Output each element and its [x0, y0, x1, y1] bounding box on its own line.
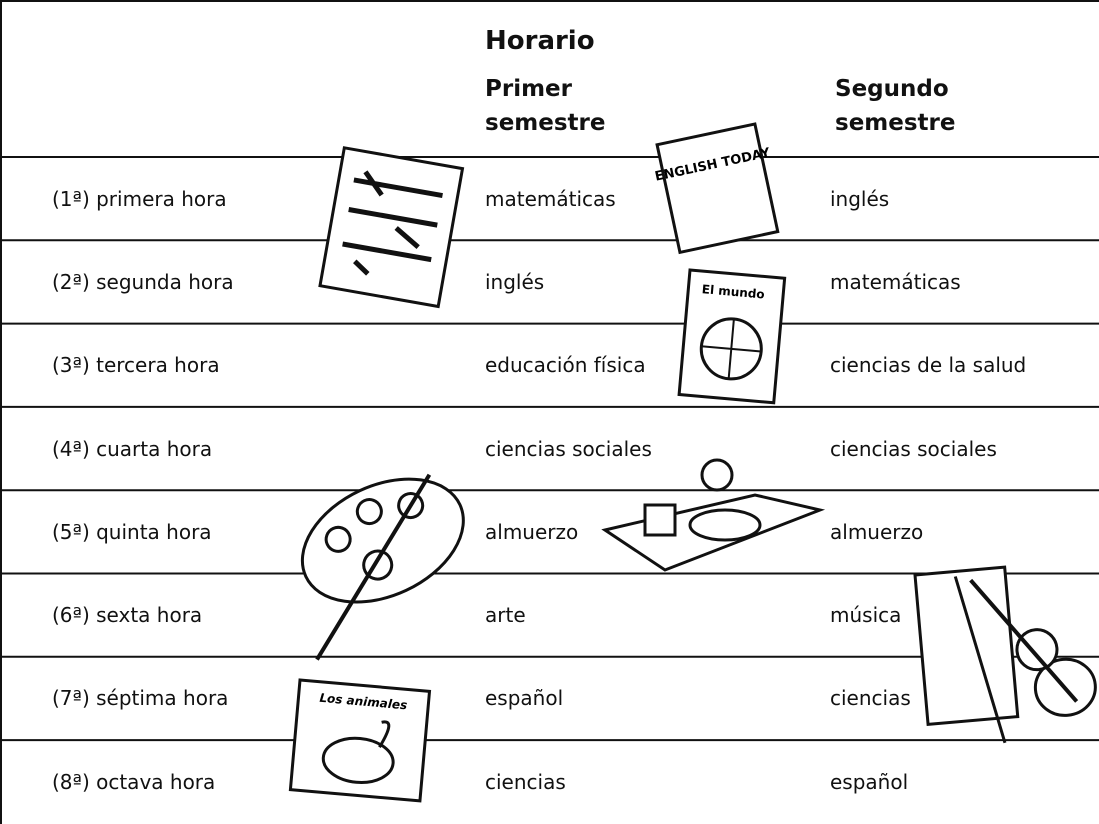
palette-icon [300, 473, 465, 661]
world-book-title: El mundo [701, 282, 765, 301]
english-book-icon: ENGLISH TODAY [654, 122, 780, 255]
period-label: (3ª) tercera hora [52, 353, 220, 378]
table-title: Horario [485, 26, 595, 56]
first-semester-class: ciencias [485, 769, 566, 794]
math-book-icon [318, 146, 465, 309]
first-semester-class: educación física [485, 353, 646, 378]
period-label: (4ª) cuarta hora [52, 436, 213, 461]
world-book-icon: El mundo [677, 268, 787, 405]
period-label: (6ª) sexta hora [52, 603, 203, 628]
period-label: (5ª) quinta hora [52, 519, 212, 544]
period-label: (2ª) segunda hora [52, 269, 234, 294]
period-label: (1ª) primera hora [52, 186, 227, 211]
column-header: Primer semestre [485, 76, 606, 136]
music-violin-icon [913, 565, 1097, 744]
first-semester-class: inglés [485, 269, 545, 294]
period-label: (8ª) octava hora [52, 769, 216, 794]
first-semester-class: ciencias sociales [485, 436, 652, 461]
second-semester-class: español [830, 769, 909, 794]
second-semester-class: almuerzo [830, 519, 924, 544]
second-semester-class: matemáticas [830, 269, 961, 294]
first-semester-class: arte [485, 603, 526, 628]
lunch-tray-icon [601, 458, 826, 572]
second-semester-class: ciencias de la salud [830, 353, 1027, 378]
second-semester-class: inglés [830, 186, 890, 211]
first-semester-class: español [485, 686, 564, 711]
second-semester-class: ciencias sociales [830, 436, 997, 461]
period-label: (7ª) séptima hora [52, 686, 229, 711]
column-header: Segundo semestre [835, 76, 956, 136]
first-semester-class: matemáticas [485, 186, 616, 211]
first-semester-class: almuerzo [485, 519, 579, 544]
second-semester-class: música [830, 603, 902, 628]
second-semester-class: ciencias [830, 686, 911, 711]
animals-book-icon: Los animales [288, 678, 432, 803]
